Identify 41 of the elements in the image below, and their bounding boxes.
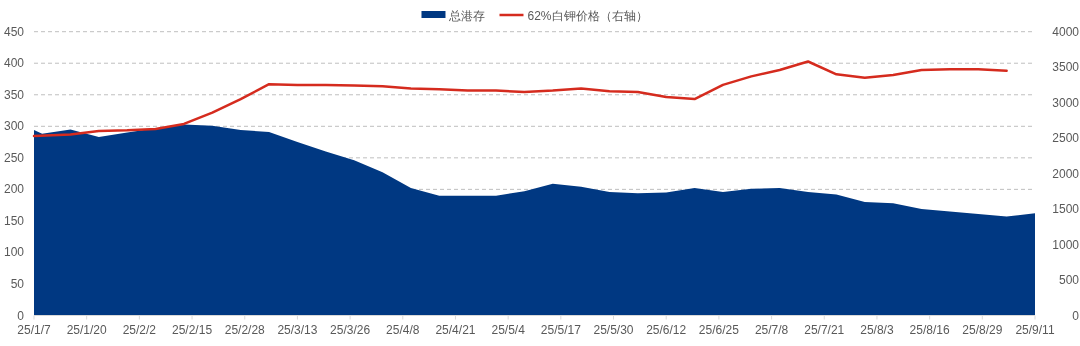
y2-tick-label: 1000 [1052,237,1080,252]
x-tick-label: 25/2/2 [122,322,157,337]
x-tick-label: 25/2/15 [172,322,213,337]
y2-tick-label: 3000 [1052,95,1080,110]
x-tick-label: 25/9/11 [1015,322,1055,337]
x-tick-label: 25/4/8 [386,322,420,337]
legend-label: 总港存 [448,8,486,23]
x-tick-label: 25/7/21 [804,322,845,337]
x-tick-label: 25/7/8 [754,322,789,337]
y2-tick-label: 1500 [1052,202,1080,217]
y-tick-label: 400 [3,56,25,71]
y-tick-label: 450 [3,24,25,39]
x-tick-label: 25/8/16 [909,322,950,337]
y-tick-label: 300 [3,119,25,134]
y-tick-label: 150 [3,213,25,228]
y2-tick-label: 2000 [1052,166,1080,181]
x-tick-label: 25/2/28 [224,322,266,337]
x-tick-label: 25/5/30 [593,322,634,337]
y2-tick-label: 4000 [1052,24,1080,39]
y-tick-label: 200 [3,182,25,197]
y2-tick-label: 2500 [1052,131,1080,146]
y-tick-label: 0 [17,308,25,323]
x-tick-label: 25/3/26 [330,322,371,337]
x-tick-label: 25/6/25 [698,322,740,337]
x-tick-label: 25/1/20 [66,322,108,337]
y-tick-label: 50 [10,276,25,291]
x-tick-label: 25/3/13 [277,322,318,337]
y-tick-label: 350 [3,87,25,102]
y-tick-label: 100 [3,245,25,260]
x-tick-label: 25/8/29 [962,322,1003,337]
x-tick-label: 25/5/17 [540,322,582,337]
y2-tick-label: 3500 [1052,60,1080,75]
x-tick-label: 25/4/21 [435,322,476,337]
x-tick-label: 25/6/12 [646,322,687,337]
y-tick-label: 250 [3,150,25,165]
x-tick-label: 25/5/4 [491,322,526,337]
x-tick-label: 25/1/7 [17,322,51,337]
x-tick-label: 25/8/3 [860,322,894,337]
legend-label: 62%白钾价格（右轴） [527,8,648,23]
y2-tick-label: 0 [1072,308,1080,323]
y2-tick-label: 500 [1058,273,1080,288]
